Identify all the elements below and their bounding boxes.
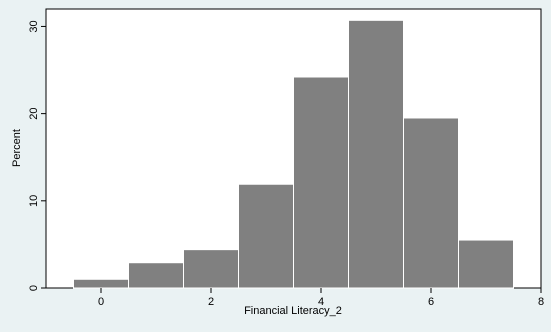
x-tick-label: 0 bbox=[98, 296, 104, 308]
x-tick-label: 4 bbox=[318, 296, 324, 308]
y-tick-label: 10 bbox=[28, 195, 40, 207]
x-tick-label: 8 bbox=[538, 296, 544, 308]
x-tick-label: 2 bbox=[208, 296, 214, 308]
histogram-bar-7 bbox=[458, 239, 514, 289]
histogram-bar-4 bbox=[293, 76, 349, 289]
histogram-bar-1 bbox=[128, 262, 184, 289]
bars-group bbox=[73, 19, 514, 289]
axes-group: 0 2 4 6 8 0 10 20 30 bbox=[28, 20, 544, 308]
histogram-bar-3 bbox=[238, 183, 294, 289]
x-axis-title: Financial Literacy_2 bbox=[244, 305, 342, 317]
histogram-bar-0 bbox=[73, 278, 129, 289]
histogram-bar-5 bbox=[348, 19, 404, 289]
x-tick-label: 6 bbox=[428, 296, 434, 308]
y-tick-label: 30 bbox=[28, 20, 40, 32]
y-tick-label: 20 bbox=[28, 108, 40, 120]
histogram-bar-2 bbox=[183, 249, 239, 289]
histogram-bar-6 bbox=[403, 117, 459, 289]
y-tick-label: 0 bbox=[28, 285, 40, 291]
y-axis-title: Percent bbox=[11, 129, 23, 167]
